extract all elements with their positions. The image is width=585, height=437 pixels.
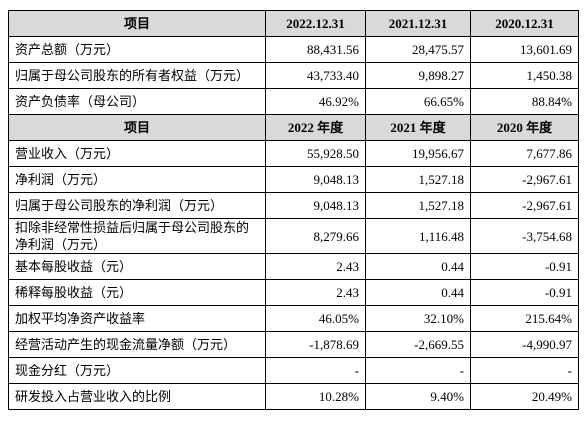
value-cell: -3,754.68 <box>470 218 579 254</box>
value-cell: 10.28% <box>265 383 366 410</box>
value-cell: - <box>365 357 471 384</box>
financial-table: 项目 2022.12.31 2021.12.31 2020.12.31 资产总额（万元）… <box>8 10 579 410</box>
label-cell: 稀释每股收益（元） <box>8 279 266 306</box>
data-row: 资产总额（万元） 88,431.56 28,475.57 13,601.69 <box>8 36 579 63</box>
value-cell: 215.64% <box>470 305 579 332</box>
value-cell: 13,601.69 <box>470 36 579 63</box>
data-row: 归属于母公司股东的净利润（万元） 9,048.13 1,527.18 -2,967.6… <box>8 192 579 219</box>
data-row: 营业收入（万元） 55,928.50 19,956.67 7,677.86 <box>8 140 579 167</box>
label-cell: 净利润（万元） <box>8 166 266 193</box>
label-cell: 归属于母公司股东的所有者权益（万元） <box>8 62 266 89</box>
header-cell: 2021 年度 <box>365 114 471 141</box>
value-cell: 9,898.27 <box>365 62 471 89</box>
label-cell: 现金分红（万元） <box>8 357 266 384</box>
data-row: 基本每股收益（元） 2.43 0.44 -0.91 <box>8 253 579 280</box>
data-row: 归属于母公司股东的所有者权益（万元） 43,733.40 9,898.27 1,450… <box>8 62 579 89</box>
data-row: 加权平均净资产收益率 46.05% 32.10% 215.64% <box>8 305 579 332</box>
header-cell: 2022 年度 <box>265 114 366 141</box>
header-row: 项目 2022.12.31 2021.12.31 2020.12.31 <box>8 10 579 37</box>
data-row: 研发投入占营业收入的比例 10.28% 9.40% 20.49% <box>8 383 579 410</box>
value-cell: 46.05% <box>265 305 366 332</box>
header-cell: 2021.12.31 <box>365 10 471 37</box>
header-cell: 项目 <box>8 114 266 141</box>
data-row: 净利润（万元） 9,048.13 1,527.18 -2,967.61 <box>8 166 579 193</box>
value-cell: 7,677.86 <box>470 140 579 167</box>
label-cell: 归属于母公司股东的净利润（万元） <box>8 192 266 219</box>
value-cell: 9,048.13 <box>265 166 366 193</box>
value-cell: 88,431.56 <box>265 36 366 63</box>
label-cell: 研发投入占营业收入的比例 <box>8 383 266 410</box>
value-cell: 43,733.40 <box>265 62 366 89</box>
data-row: 扣除非经常性损益后归属于母公司股东的净利润（万元） 8,279.66 1,116.4… <box>8 218 579 254</box>
value-cell: 1,450.38 <box>470 62 579 89</box>
header-cell: 项目 <box>8 10 266 37</box>
table-body: 项目 2022.12.31 2021.12.31 2020.12.31 资产总额（万元）… <box>8 10 579 410</box>
value-cell: 1,527.18 <box>365 192 471 219</box>
value-cell: 1,527.18 <box>365 166 471 193</box>
value-cell: -4,990.97 <box>470 331 579 358</box>
value-cell: 19,956.67 <box>365 140 471 167</box>
value-cell: 9.40% <box>365 383 471 410</box>
value-cell: 88.84% <box>470 88 579 115</box>
label-cell: 扣除非经常性损益后归属于母公司股东的净利润（万元） <box>8 218 266 254</box>
value-cell: 46.92% <box>265 88 366 115</box>
value-cell: 66.65% <box>365 88 471 115</box>
value-cell: 0.44 <box>365 253 471 280</box>
data-row: 稀释每股收益（元） 2.43 0.44 -0.91 <box>8 279 579 306</box>
value-cell: 28,475.57 <box>365 36 471 63</box>
header-cell: 2020.12.31 <box>470 10 579 37</box>
value-cell: 0.44 <box>365 279 471 306</box>
value-cell: 2.43 <box>265 253 366 280</box>
label-cell: 基本每股收益（元） <box>8 253 266 280</box>
data-row: 资产负债率（母公司） 46.92% 66.65% 88.84% <box>8 88 579 115</box>
value-cell: -0.91 <box>470 253 579 280</box>
header-cell: 2020 年度 <box>470 114 579 141</box>
header-cell: 2022.12.31 <box>265 10 366 37</box>
value-cell: 9,048.13 <box>265 192 366 219</box>
value-cell: - <box>470 357 579 384</box>
label-cell: 加权平均净资产收益率 <box>8 305 266 332</box>
value-cell: -1,878.69 <box>265 331 366 358</box>
value-cell: - <box>265 357 366 384</box>
header-row: 项目 2022 年度 2021 年度 2020 年度 <box>8 114 579 141</box>
value-cell: -2,967.61 <box>470 192 579 219</box>
value-cell: 55,928.50 <box>265 140 366 167</box>
label-cell: 营业收入（万元） <box>8 140 266 167</box>
label-cell: 资产总额（万元） <box>8 36 266 63</box>
label-cell: 资产负债率（母公司） <box>8 88 266 115</box>
data-row: 现金分红（万元） - - - <box>8 357 579 384</box>
value-cell: 8,279.66 <box>265 218 366 254</box>
value-cell: 20.49% <box>470 383 579 410</box>
data-row: 经营活动产生的现金流量净额（万元） -1,878.69 -2,669.55 -4,99… <box>8 331 579 358</box>
value-cell: 2.43 <box>265 279 366 306</box>
value-cell: -0.91 <box>470 279 579 306</box>
value-cell: -2,669.55 <box>365 331 471 358</box>
value-cell: -2,967.61 <box>470 166 579 193</box>
value-cell: 1,116.48 <box>365 218 471 254</box>
label-cell: 经营活动产生的现金流量净额（万元） <box>8 331 266 358</box>
value-cell: 32.10% <box>365 305 471 332</box>
